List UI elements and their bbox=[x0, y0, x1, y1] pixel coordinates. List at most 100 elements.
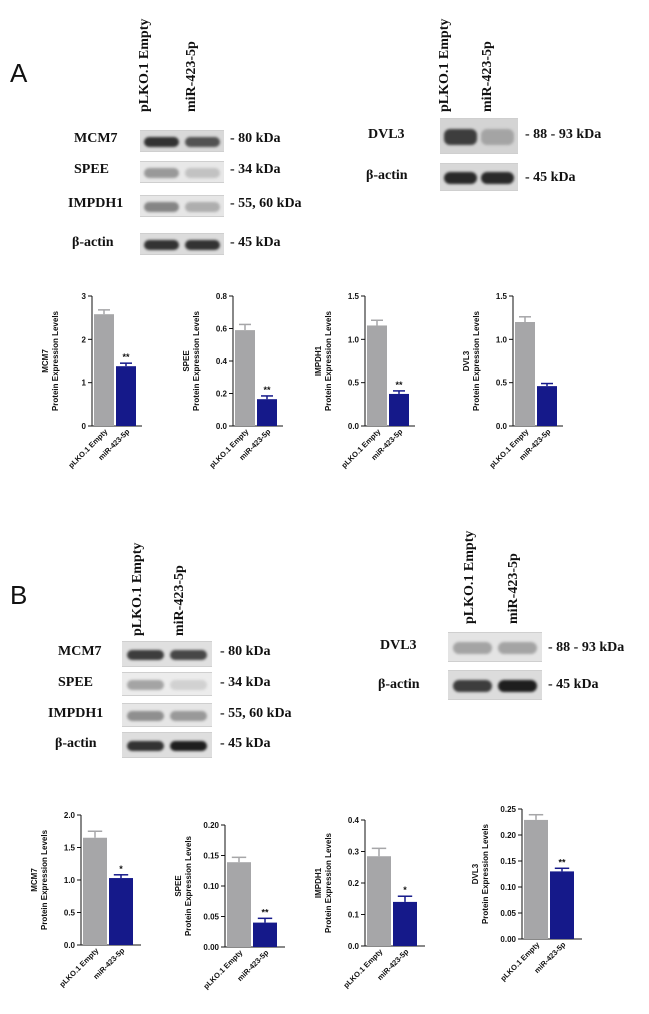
blot-band bbox=[126, 710, 165, 722]
blot-strip bbox=[122, 672, 212, 696]
kda-marker: - 45 kDa bbox=[230, 235, 281, 250]
bar bbox=[116, 366, 136, 426]
kda-marker: - 55, 60 kDa bbox=[220, 706, 292, 721]
blot-band bbox=[169, 710, 208, 722]
bar bbox=[515, 322, 535, 426]
y-axis-protein-label: IMPDH1 bbox=[314, 345, 323, 376]
blot-band bbox=[144, 240, 180, 250]
y-tick-label: 0.1 bbox=[348, 911, 360, 920]
blot-band bbox=[481, 172, 515, 184]
y-tick-label: 0.6 bbox=[216, 325, 228, 334]
bar bbox=[367, 856, 391, 946]
y-tick-label: 2 bbox=[82, 335, 87, 344]
blot-band bbox=[169, 740, 208, 752]
y-tick-label: 0.0 bbox=[348, 942, 360, 951]
y-tick-label: 3 bbox=[82, 292, 87, 301]
y-axis-protein-label: IMPDH1 bbox=[314, 867, 323, 898]
bar bbox=[227, 862, 251, 947]
y-tick-label: 1.0 bbox=[496, 335, 508, 344]
blot-row-label: β-actin bbox=[378, 677, 420, 692]
kda-marker: - 80 kDa bbox=[220, 644, 271, 659]
bar bbox=[109, 878, 133, 945]
y-tick-label: 0.00 bbox=[500, 935, 516, 944]
significance-marker: ** bbox=[395, 380, 403, 390]
y-axis-protein-label: SPEE bbox=[182, 350, 191, 372]
blot-strip bbox=[122, 732, 212, 758]
y-tick-label: 0.20 bbox=[203, 821, 219, 830]
kda-marker: - 34 kDa bbox=[220, 675, 271, 690]
y-tick-label: 0.5 bbox=[348, 379, 360, 388]
bar bbox=[235, 330, 255, 426]
bar bbox=[83, 837, 107, 945]
y-tick-label: 1 bbox=[82, 379, 87, 388]
blot-row-label: SPEE bbox=[58, 675, 94, 690]
y-axis-label: Protein Expression Levels bbox=[324, 832, 333, 933]
blot-band bbox=[126, 649, 165, 661]
y-axis-protein-label: SPEE bbox=[174, 875, 183, 897]
panel-letter-a: A bbox=[10, 58, 28, 88]
y-tick-label: 0.8 bbox=[216, 292, 228, 301]
kda-marker: - 88 - 93 kDa bbox=[548, 640, 625, 655]
y-tick-label: 2.0 bbox=[64, 811, 76, 820]
y-tick-label: 0.20 bbox=[500, 831, 516, 840]
kda-marker: - 45 kDa bbox=[548, 677, 599, 692]
y-tick-label: 0.10 bbox=[203, 882, 219, 891]
blot-strip bbox=[440, 118, 518, 154]
significance-marker: * bbox=[119, 864, 123, 874]
y-tick-label: 0.4 bbox=[216, 357, 228, 366]
blot-band bbox=[184, 168, 220, 178]
blot-row-label: β-actin bbox=[366, 168, 408, 183]
blot-strip bbox=[140, 195, 224, 217]
y-tick-label: 0.15 bbox=[500, 857, 516, 866]
blot-strip bbox=[448, 632, 542, 662]
kda-marker: - 55, 60 kDa bbox=[230, 196, 302, 211]
y-tick-label: 0.0 bbox=[348, 422, 360, 431]
y-axis-label: Protein Expression Levels bbox=[192, 310, 201, 411]
significance-marker: ** bbox=[261, 907, 269, 917]
bar bbox=[524, 819, 548, 939]
blot-band bbox=[184, 137, 220, 147]
y-axis-protein-label: DVL3 bbox=[462, 350, 471, 371]
y-axis-protein-label: MCM7 bbox=[30, 868, 39, 892]
significance-marker: ** bbox=[558, 857, 566, 867]
y-axis-label: Protein Expression Levels bbox=[40, 829, 49, 930]
y-axis-label: Protein Expression Levels bbox=[184, 835, 193, 936]
y-tick-label: 0.2 bbox=[348, 879, 360, 888]
blot-strip bbox=[122, 703, 212, 727]
y-tick-label: 0 bbox=[82, 422, 87, 431]
bar bbox=[257, 399, 277, 426]
blot-band bbox=[497, 679, 538, 693]
blot-band bbox=[169, 649, 208, 661]
blot-strip bbox=[122, 641, 212, 667]
y-tick-label: 0.15 bbox=[203, 852, 219, 861]
y-tick-label: 0.05 bbox=[203, 913, 219, 922]
bar bbox=[389, 393, 409, 426]
bar bbox=[253, 922, 277, 947]
y-tick-label: 0.05 bbox=[500, 909, 516, 918]
panel-letter-b: B bbox=[10, 580, 28, 610]
kda-marker: - 80 kDa bbox=[230, 131, 281, 146]
blot-band bbox=[443, 129, 477, 145]
blot-strip bbox=[140, 233, 224, 255]
y-tick-label: 0.2 bbox=[216, 390, 228, 399]
y-tick-label: 1.5 bbox=[348, 292, 360, 301]
blot-band bbox=[144, 202, 180, 212]
blot-row-label: MCM7 bbox=[58, 644, 102, 659]
kda-marker: - 34 kDa bbox=[230, 162, 281, 177]
y-tick-label: 1.0 bbox=[348, 335, 360, 344]
bar bbox=[367, 325, 387, 426]
blot-strip bbox=[140, 161, 224, 183]
y-tick-label: 0.3 bbox=[348, 848, 360, 857]
y-tick-label: 0.0 bbox=[64, 941, 76, 950]
y-tick-label: 0.10 bbox=[500, 883, 516, 892]
y-tick-label: 0.25 bbox=[500, 805, 516, 814]
y-axis-protein-label: MCM7 bbox=[41, 349, 50, 373]
blot-row-label: IMPDH1 bbox=[48, 706, 104, 721]
y-axis-label: Protein Expression Levels bbox=[472, 310, 481, 411]
blot-band bbox=[169, 679, 208, 691]
